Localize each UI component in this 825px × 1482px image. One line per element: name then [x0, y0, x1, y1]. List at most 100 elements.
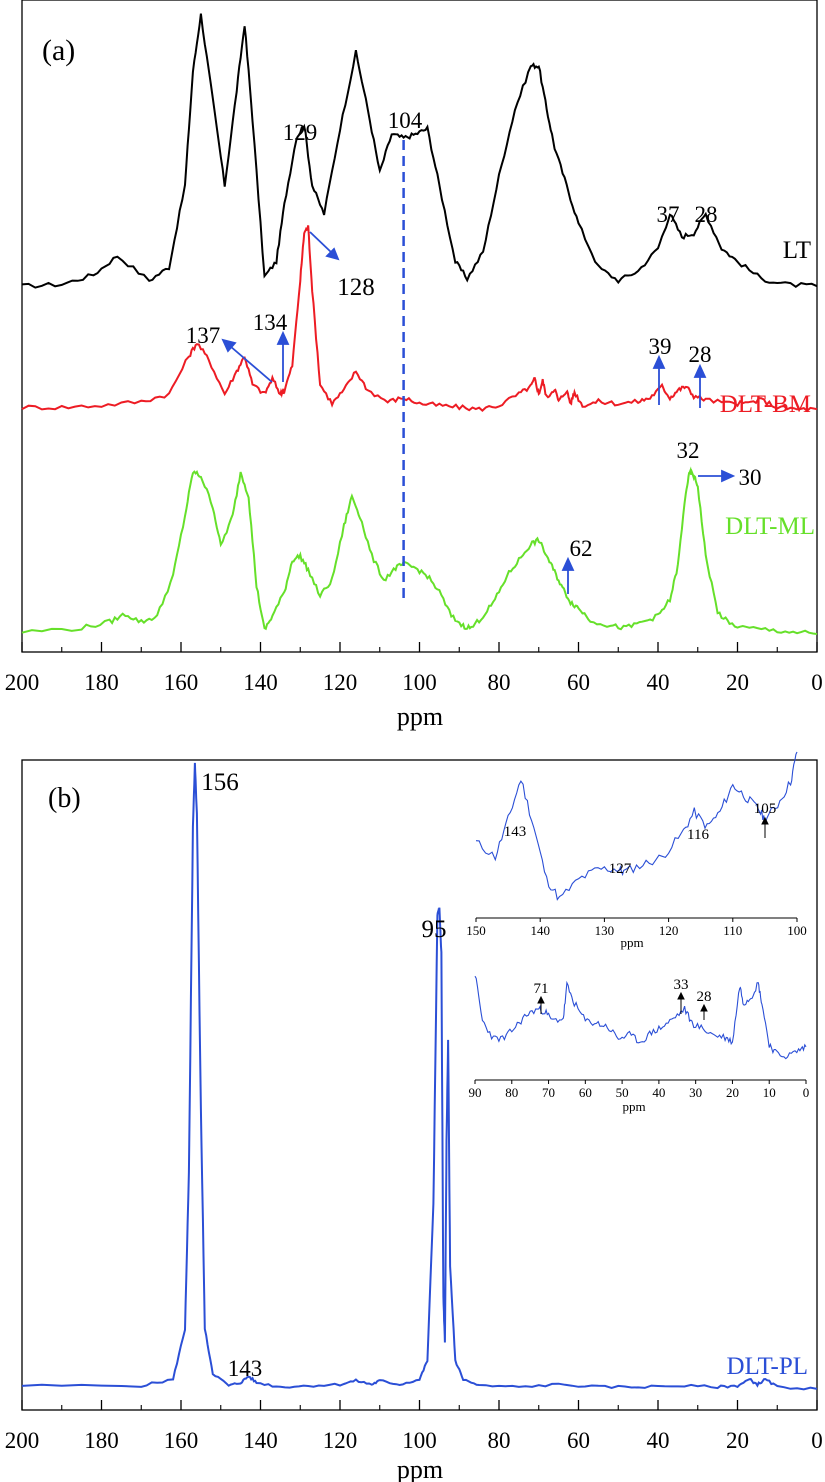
x-tick-label: 160 — [164, 670, 199, 695]
x-tick-label: 20 — [726, 1428, 749, 1453]
inset-spectrum-line — [474, 975, 807, 1060]
x-tick-label: 40 — [647, 670, 670, 695]
arrow-28-head — [693, 363, 707, 378]
inset-x-tick-label: 0 — [803, 1085, 810, 1100]
inset-x-tick-label: 10 — [763, 1085, 776, 1100]
annotation-137: 137 — [186, 323, 221, 348]
inset-2-arrow-33-head — [677, 991, 685, 1000]
arrow-137 — [229, 345, 273, 383]
x-tick-label: 120 — [323, 670, 358, 695]
panel-a-series-group — [21, 13, 818, 635]
panel-b-series-group — [21, 762, 818, 1391]
annotation-128: 128 — [337, 274, 375, 301]
inset-x-tick-label: 130 — [595, 923, 615, 938]
inset-x-tick-label: 30 — [689, 1085, 702, 1100]
arrow-39-head — [652, 354, 666, 369]
series-label-dlt-ml: DLT-ML — [725, 513, 815, 540]
x-tick-label: 100 — [402, 670, 437, 695]
x-tick-label: 60 — [567, 670, 590, 695]
x-tick-label: 180 — [84, 1428, 119, 1453]
annotation-28-bm: 28 — [689, 342, 712, 367]
panel-b: (b) 200 180 160 140 120 100 80 60 40 20 0 ppm DLT-… — [5, 751, 823, 1482]
inset-1-annotation-116: 116 — [687, 827, 709, 843]
panel-b-x-ticks: 200 180 160 140 120 100 80 60 40 20 0 — [5, 1400, 823, 1453]
x-tick-label: 100 — [402, 1428, 437, 1453]
annotation-156: 156 — [201, 769, 239, 796]
inset-150-100: 150 140 130 120 110 100 ppm 143 127 116 105 — [466, 751, 807, 950]
x-tick-label: 160 — [164, 1428, 199, 1453]
inset-x-tick-label: 40 — [652, 1085, 665, 1100]
arrow-30-head — [721, 469, 736, 483]
inset-x-tick-label: 50 — [616, 1085, 629, 1100]
annotation-134: 134 — [253, 310, 288, 335]
inset-1-annotation-143: 143 — [504, 824, 527, 840]
annotation-arrows — [221, 231, 736, 594]
inset-1-series-group — [475, 751, 798, 901]
annotation-30: 30 — [739, 465, 762, 490]
inset-x-tick-label: 140 — [530, 923, 550, 938]
inset-1-annotation-127: 127 — [609, 861, 632, 877]
arrow-128 — [309, 231, 333, 254]
x-tick-label: 0 — [811, 1428, 823, 1453]
inset-2-x-axis: 90 80 70 60 50 40 30 20 10 0 — [469, 1079, 810, 1100]
annotation-129: 129 — [283, 120, 318, 145]
panel-b-x-axis-label: ppm — [397, 1455, 443, 1482]
series-line-dlt-ml — [21, 466, 818, 635]
x-tick-label: 200 — [5, 670, 40, 695]
annotation-28-lt: 28 — [695, 202, 718, 227]
inset-x-tick-label: 120 — [659, 923, 679, 938]
inset-spectrum-line — [475, 751, 798, 901]
series-label-dlt-pl: DLT-PL — [726, 1353, 808, 1380]
x-tick-label: 60 — [567, 1428, 590, 1453]
inset-x-tick-label: 60 — [579, 1085, 592, 1100]
inset-x-tick-label: 150 — [466, 923, 486, 938]
series-label-dlt-bm: DLT-BM — [720, 391, 811, 418]
panel-b-label: (b) — [48, 783, 81, 814]
inset-x-tick-label: 70 — [542, 1085, 555, 1100]
panel-a-x-ticks: 200 180 160 140 120 100 80 60 40 20 0 — [5, 642, 823, 695]
inset-1-x-axis: 150 140 130 120 110 100 — [466, 917, 807, 938]
panel-a-x-axis-label: ppm — [397, 702, 443, 731]
panel-a-label: (a) — [42, 34, 75, 67]
inset-2-arrows — [537, 991, 708, 1020]
annotation-39: 39 — [649, 334, 672, 359]
annotation-143: 143 — [228, 1356, 263, 1381]
inset-2-arrow-28-head — [700, 1003, 708, 1012]
x-tick-label: 120 — [323, 1428, 358, 1453]
inset-1-arrow-105 — [761, 816, 769, 838]
inset-x-tick-label: 80 — [505, 1085, 518, 1100]
x-tick-label: 140 — [243, 670, 278, 695]
inset-2-x-axis-label: ppm — [622, 1099, 645, 1114]
x-tick-label: 80 — [488, 1428, 511, 1453]
panel-a-frame — [21, 0, 818, 653]
arrow-128-head — [325, 247, 340, 261]
x-tick-label: 80 — [488, 670, 511, 695]
inset-2-arrow-71-head — [537, 995, 545, 1004]
inset-x-tick-label: 110 — [723, 923, 742, 938]
annotation-32: 32 — [677, 438, 700, 463]
series-line-dlt-pl — [21, 762, 818, 1391]
inset-90-0: 90 80 70 60 50 40 30 20 10 0 ppm 71 33 28 — [469, 975, 810, 1114]
inset-2-annotation-71: 71 — [534, 981, 549, 997]
x-tick-label: 180 — [84, 670, 119, 695]
series-line-dlt-bm — [21, 225, 818, 413]
x-tick-label: 40 — [647, 1428, 670, 1453]
inset-2-series-group — [474, 975, 807, 1060]
x-tick-label: 200 — [5, 1428, 40, 1453]
x-tick-label: 20 — [726, 670, 749, 695]
x-tick-label: 0 — [811, 670, 823, 695]
inset-x-tick-label: 90 — [469, 1085, 482, 1100]
inset-x-tick-label: 100 — [787, 923, 807, 938]
series-label-lt: LT — [783, 237, 811, 264]
inset-1-x-axis-label: ppm — [620, 935, 643, 950]
inset-2-annotation-33: 33 — [674, 977, 689, 993]
arrow-62-head — [561, 556, 575, 571]
inset-1-annotation-105: 105 — [754, 801, 777, 817]
annotation-95: 95 — [422, 916, 447, 943]
panel-a: (a) 200 180 160 140 120 100 80 60 40 20 0 ppm LT D… — [5, 0, 823, 731]
annotation-62: 62 — [570, 536, 593, 561]
inset-1-arrow-105-head — [761, 816, 769, 825]
arrow-134-head — [276, 330, 290, 345]
annotation-104: 104 — [388, 108, 423, 133]
